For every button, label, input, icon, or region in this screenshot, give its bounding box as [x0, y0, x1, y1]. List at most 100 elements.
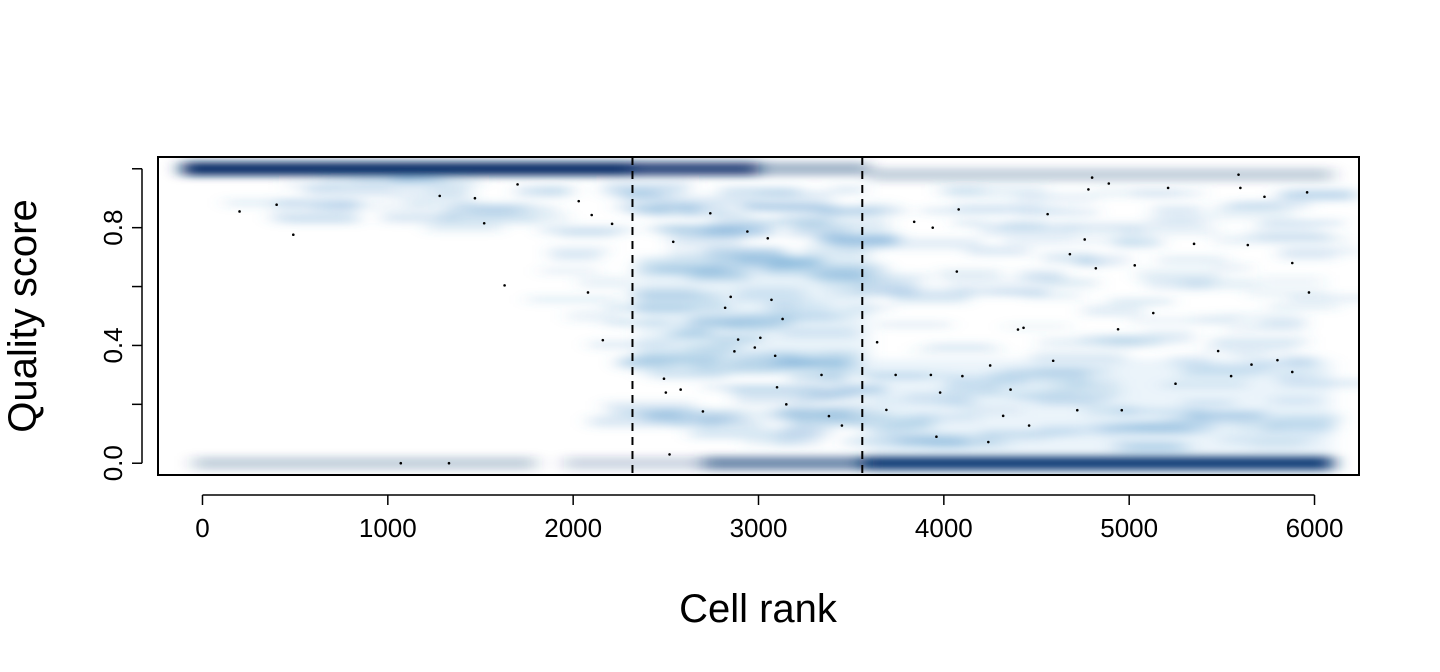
outlier-point — [894, 373, 897, 377]
outlier-point — [766, 236, 770, 240]
density-patch — [954, 219, 986, 227]
outlier-point — [1151, 311, 1155, 315]
density-patch — [539, 225, 631, 235]
density-patch — [1074, 259, 1107, 267]
outlier-point — [1009, 388, 1012, 391]
density-blur-group — [182, 161, 1359, 475]
density-patch — [1137, 269, 1220, 282]
density-patch — [382, 212, 453, 224]
density-patch — [332, 200, 429, 211]
density-patch — [646, 414, 733, 424]
y-tick-label: 0.8 — [98, 210, 128, 246]
outlier-point — [955, 270, 959, 273]
outlier-point — [701, 410, 705, 413]
density-patch — [392, 187, 471, 199]
outlier-point — [709, 211, 712, 215]
outlier-point — [1246, 243, 1250, 247]
density-patch — [980, 222, 1075, 236]
density-patch — [305, 184, 394, 197]
outlier-point — [601, 338, 605, 342]
density-patch — [880, 286, 978, 298]
density-patch — [630, 204, 666, 216]
density-patch — [1247, 288, 1328, 298]
density-band — [758, 161, 870, 176]
density-patch — [1144, 330, 1193, 344]
outlier-point — [438, 194, 442, 198]
outlier-point — [781, 317, 784, 321]
outlier-point — [516, 183, 519, 186]
outlier-point — [1239, 186, 1242, 190]
density-patch — [730, 386, 821, 395]
outlier-point — [586, 291, 590, 294]
density-patch — [928, 342, 993, 351]
outlier-points-layer — [238, 173, 1311, 465]
density-patch — [1158, 255, 1226, 265]
density-patch — [1031, 351, 1125, 364]
outlier-point — [679, 388, 682, 391]
outlier-point — [1001, 414, 1005, 418]
outlier-point — [929, 373, 933, 377]
outlier-point — [610, 222, 614, 226]
density-patch — [540, 266, 598, 276]
outlier-point — [1116, 327, 1120, 331]
density-patch — [987, 287, 1047, 296]
x-tick-label: 3000 — [730, 513, 788, 543]
density-patch — [283, 217, 360, 225]
outlier-point — [1216, 349, 1220, 353]
density-patch — [1016, 208, 1098, 217]
density-patch — [860, 201, 897, 210]
density-patch — [443, 212, 536, 225]
outlier-point — [664, 391, 668, 394]
outlier-point — [1120, 408, 1124, 412]
density-band — [563, 456, 703, 471]
x-tick-label: 4000 — [915, 513, 973, 543]
density-patch — [1203, 346, 1294, 355]
density-patch — [1181, 278, 1260, 290]
outlier-point — [961, 374, 964, 378]
outlier-point — [1237, 173, 1240, 176]
density-patch — [589, 415, 689, 428]
outlier-point — [1290, 261, 1294, 265]
density-patch — [274, 199, 362, 209]
density-patch — [426, 221, 502, 233]
density-patch — [714, 219, 753, 233]
density-patch — [670, 235, 743, 247]
x-tick-label: 2000 — [544, 513, 602, 543]
outlier-point — [935, 435, 938, 439]
density-patch — [802, 246, 871, 258]
density-patch — [1153, 205, 1202, 216]
outlier-point — [503, 284, 506, 287]
density-patch — [527, 214, 569, 223]
outlier-point — [1166, 186, 1170, 190]
outlier-point — [988, 364, 992, 367]
density-patch — [1242, 232, 1329, 244]
outlier-point — [770, 298, 773, 302]
density-patch — [786, 226, 849, 238]
density-patch — [1004, 322, 1070, 331]
x-axis: 0 1000 2000 3000 4000 5000 6000 — [195, 494, 1343, 543]
density-patch — [826, 209, 883, 219]
density-patch — [1017, 192, 1097, 204]
outlier-point — [275, 203, 278, 206]
outlier-point — [1290, 370, 1294, 374]
density-patch — [1279, 249, 1335, 261]
y-tick-label: 0.0 — [98, 445, 128, 481]
density-patch — [812, 386, 888, 396]
density-patch — [742, 202, 837, 212]
density-patch — [832, 185, 865, 195]
density-patch — [746, 218, 829, 226]
density-patch — [456, 202, 536, 211]
density-patch — [605, 303, 643, 311]
outlier-point — [736, 338, 740, 341]
outlier-point — [1250, 363, 1253, 366]
density-patch — [1212, 339, 1297, 349]
outlier-point — [827, 414, 831, 418]
density-patch — [1070, 223, 1144, 236]
outlier-point — [723, 306, 727, 310]
density-band — [632, 161, 759, 176]
outlier-point — [753, 346, 757, 349]
outlier-point — [662, 377, 666, 381]
outlier-point — [733, 350, 736, 353]
